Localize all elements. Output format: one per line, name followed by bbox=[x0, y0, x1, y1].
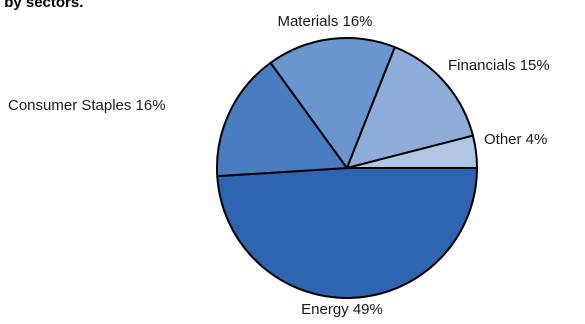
label-materials: Materials 16% bbox=[277, 13, 372, 30]
chart-title: cks by sectors. bbox=[0, 0, 84, 11]
slice-consumer-staples bbox=[216, 61, 348, 178]
label-financials: Financials 15% bbox=[448, 57, 550, 74]
slice-materials bbox=[269, 37, 396, 169]
pie-labels: Energy 49% Consumer Staples 16% Materials … bbox=[8, 13, 550, 318]
slice-energy bbox=[216, 167, 478, 299]
pie-slices bbox=[216, 37, 478, 299]
slice-other bbox=[346, 134, 478, 169]
label-energy: Energy 49% bbox=[301, 301, 383, 318]
slice-financials bbox=[346, 46, 474, 169]
label-consumer-staples: Consumer Staples 16% bbox=[8, 97, 166, 114]
label-other: Other 4% bbox=[484, 131, 547, 148]
